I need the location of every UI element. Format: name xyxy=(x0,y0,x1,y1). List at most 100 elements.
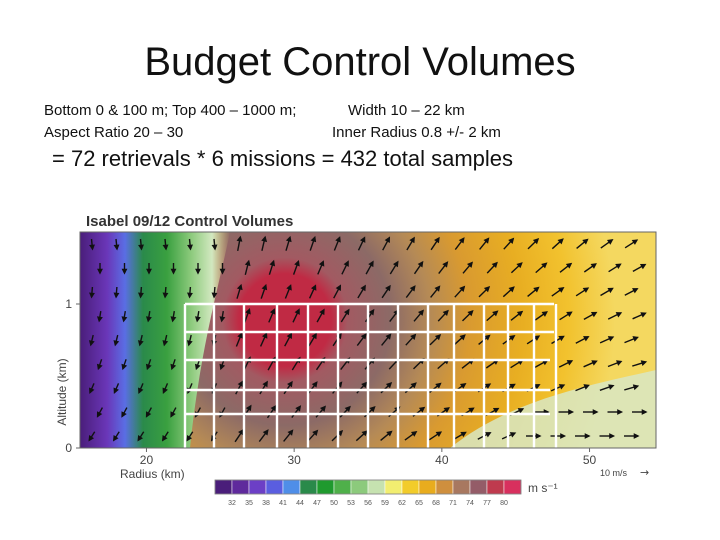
wind-vector-head xyxy=(467,310,474,317)
wind-vector-head xyxy=(162,387,168,395)
colorbar-cell xyxy=(265,479,284,495)
wind-vector-head xyxy=(145,363,152,371)
wind-vector-head xyxy=(88,340,95,347)
wind-vector-head xyxy=(582,287,590,293)
wind-vector-head xyxy=(541,311,548,317)
wind-vector-head xyxy=(113,244,120,251)
wind-vector-head xyxy=(615,312,623,318)
wind-vector-head xyxy=(359,236,366,243)
wind-vector-head xyxy=(237,380,244,387)
wind-vector-head xyxy=(534,384,541,390)
colorbar: 32 35 38 41 44 47 50 53 56 59 62 65 68 71 74 77 80 xyxy=(214,479,522,507)
wind-vector-head xyxy=(211,244,218,251)
wind-vector-head xyxy=(170,268,177,275)
wind-vector-head xyxy=(361,430,368,437)
wind-vector-head xyxy=(558,335,565,342)
wind-vector-head xyxy=(434,285,441,292)
wind-vector-head xyxy=(460,431,467,438)
plot-frame xyxy=(79,231,657,449)
wind-vector-head xyxy=(262,429,269,436)
vector-scale-label: 10 m/s xyxy=(600,468,628,478)
wind-vector-head xyxy=(344,405,351,412)
wind-vector-head xyxy=(311,332,317,340)
colorbar-tick-label: 71 xyxy=(449,500,457,507)
wind-vector-head xyxy=(319,308,325,316)
colorbar-cell xyxy=(231,479,250,495)
colorbar-cell xyxy=(418,479,437,495)
wind-vector-head xyxy=(138,292,144,299)
wind-vector-head xyxy=(170,411,176,418)
wind-vector-head xyxy=(261,332,268,339)
wind-vector-head xyxy=(162,244,169,251)
wind-vector-head xyxy=(568,409,575,415)
wind-vector-head xyxy=(386,430,393,437)
wind-vector-head xyxy=(409,285,416,292)
wind-vector-head xyxy=(89,292,95,299)
wind-vector-head xyxy=(261,283,268,291)
wind-vector-head xyxy=(516,262,523,269)
wind-vector-head xyxy=(616,360,623,366)
wind-vector-head xyxy=(609,433,616,439)
colorbar-cell xyxy=(367,479,386,495)
colorbar-cell xyxy=(299,479,318,495)
colorbar-unit: m s⁻¹ xyxy=(528,481,558,495)
wind-vector-head xyxy=(632,384,640,391)
wind-vector-head xyxy=(442,261,449,268)
colorbar-frame xyxy=(214,479,522,495)
wind-vector-head xyxy=(468,407,475,414)
wind-vector-head xyxy=(535,433,542,439)
wind-vector-head xyxy=(187,292,193,299)
wind-vector-head xyxy=(385,382,393,389)
colorbar-cell xyxy=(214,479,233,495)
wind-vector-head xyxy=(368,308,375,316)
wind-vector-head xyxy=(138,387,144,395)
wind-vector-head xyxy=(639,263,647,270)
wind-vector-head xyxy=(632,336,639,342)
colorbar-cell xyxy=(350,479,369,495)
wind-vector-head xyxy=(186,434,193,442)
wind-vector-head xyxy=(294,259,300,267)
x-axis-label: Radius (km) xyxy=(120,467,185,481)
wind-vector-head xyxy=(466,261,473,268)
wind-vector-head xyxy=(137,340,144,347)
params-line-1-right: Width 10 – 22 km xyxy=(348,102,465,119)
colorbar-tick-label: 32 xyxy=(228,500,236,507)
wind-vector-head xyxy=(591,360,598,366)
wind-vector-head xyxy=(238,428,244,436)
wind-vector-head xyxy=(89,387,95,395)
wind-vector-head xyxy=(583,336,590,342)
wind-vector-head xyxy=(294,308,300,315)
y-axis-ticks: 01 xyxy=(65,297,80,455)
wind-vector-head xyxy=(335,284,342,291)
wind-vector-head xyxy=(219,316,226,323)
wind-vector-head xyxy=(287,429,294,436)
colorbar-tick-label: 80 xyxy=(500,500,508,507)
wind-vector-head xyxy=(162,292,169,299)
wind-vector-head xyxy=(533,286,540,293)
wind-vector-head xyxy=(590,263,597,269)
colorbar-cell xyxy=(486,479,505,495)
wind-vector-head xyxy=(608,384,615,390)
wind-vector-head xyxy=(121,316,128,323)
wind-vector-head xyxy=(533,335,541,341)
colorbar-tick-label: 53 xyxy=(347,500,355,507)
wind-vector-head xyxy=(310,284,317,291)
wind-vector-head xyxy=(262,380,268,388)
wind-vector-head xyxy=(434,334,442,341)
wind-vector-head xyxy=(516,310,524,317)
wind-vector-head xyxy=(615,263,622,270)
wind-vector-head xyxy=(582,238,589,245)
colorbar-tick-label: 77 xyxy=(483,500,491,507)
wind-vector-head xyxy=(410,333,417,341)
colorbar-cell xyxy=(316,479,335,495)
wind-vector-head xyxy=(219,363,226,371)
wind-vector-head xyxy=(88,434,95,442)
wind-vector-head xyxy=(270,404,277,412)
wind-vector-head xyxy=(121,363,128,371)
wind-vector-head xyxy=(459,334,466,341)
wind-vector-head xyxy=(508,334,516,341)
wind-vector-head xyxy=(508,237,515,245)
wind-vector-head xyxy=(261,235,268,243)
colorbar-tick-label: 38 xyxy=(262,500,270,507)
wind-vector-head xyxy=(617,409,624,415)
